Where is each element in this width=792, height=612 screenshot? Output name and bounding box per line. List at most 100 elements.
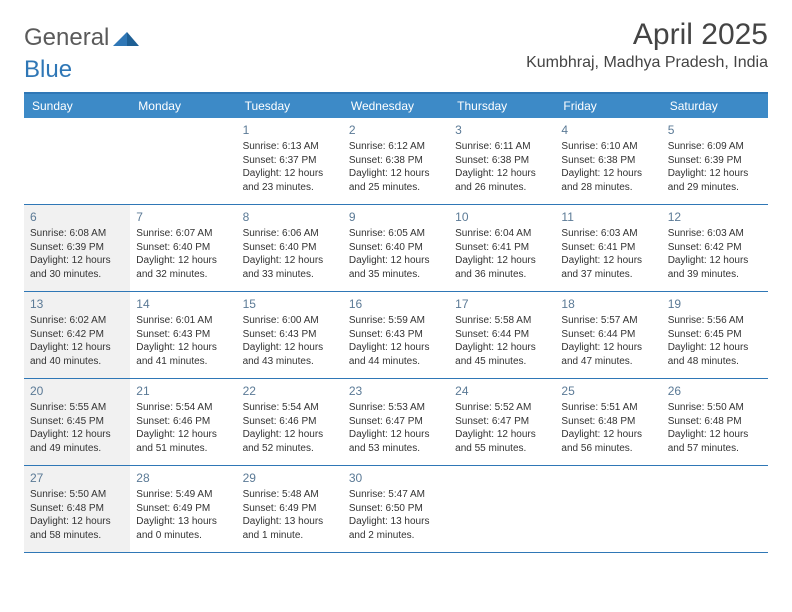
sunrise-text: Sunrise: 5:52 AM <box>455 401 549 415</box>
sunrise-text: Sunrise: 6:13 AM <box>243 140 337 154</box>
day-cell: 8Sunrise: 6:06 AMSunset: 6:40 PMDaylight… <box>237 205 343 291</box>
sunrise-text: Sunrise: 5:54 AM <box>243 401 337 415</box>
day-cell: 29Sunrise: 5:48 AMSunset: 6:49 PMDayligh… <box>237 466 343 552</box>
day-cell: 11Sunrise: 6:03 AMSunset: 6:41 PMDayligh… <box>555 205 661 291</box>
day-number: 16 <box>349 296 443 312</box>
daylight-text: and 58 minutes. <box>30 529 124 543</box>
sunrise-text: Sunrise: 5:54 AM <box>136 401 230 415</box>
daylight-text: and 0 minutes. <box>136 529 230 543</box>
sunset-text: Sunset: 6:48 PM <box>668 415 762 429</box>
day-number: 26 <box>668 383 762 399</box>
daylight-text: and 32 minutes. <box>136 268 230 282</box>
day-cell: 2Sunrise: 6:12 AMSunset: 6:38 PMDaylight… <box>343 118 449 204</box>
weekday-wednesday: Wednesday <box>343 94 449 118</box>
sunset-text: Sunset: 6:47 PM <box>349 415 443 429</box>
sunset-text: Sunset: 6:40 PM <box>349 241 443 255</box>
day-cell: 5Sunrise: 6:09 AMSunset: 6:39 PMDaylight… <box>662 118 768 204</box>
sunrise-text: Sunrise: 5:47 AM <box>349 488 443 502</box>
sunset-text: Sunset: 6:39 PM <box>30 241 124 255</box>
sunset-text: Sunset: 6:46 PM <box>243 415 337 429</box>
day-cell: 19Sunrise: 5:56 AMSunset: 6:45 PMDayligh… <box>662 292 768 378</box>
brand-logo: General <box>24 18 139 52</box>
day-number: 2 <box>349 122 443 138</box>
day-number: 10 <box>455 209 549 225</box>
day-cell: 27Sunrise: 5:50 AMSunset: 6:48 PMDayligh… <box>24 466 130 552</box>
day-cell: 3Sunrise: 6:11 AMSunset: 6:38 PMDaylight… <box>449 118 555 204</box>
sunset-text: Sunset: 6:44 PM <box>561 328 655 342</box>
daylight-text: Daylight: 12 hours <box>455 341 549 355</box>
sunset-text: Sunset: 6:40 PM <box>136 241 230 255</box>
sunrise-text: Sunrise: 6:06 AM <box>243 227 337 241</box>
sunset-text: Sunset: 6:42 PM <box>30 328 124 342</box>
sunrise-text: Sunrise: 6:12 AM <box>349 140 443 154</box>
weekday-sunday: Sunday <box>24 94 130 118</box>
daylight-text: Daylight: 12 hours <box>243 428 337 442</box>
sunrise-text: Sunrise: 5:50 AM <box>668 401 762 415</box>
day-cell <box>449 466 555 552</box>
sunrise-text: Sunrise: 6:05 AM <box>349 227 443 241</box>
sunrise-text: Sunrise: 5:50 AM <box>30 488 124 502</box>
daylight-text: and 51 minutes. <box>136 442 230 456</box>
sunset-text: Sunset: 6:48 PM <box>30 502 124 516</box>
day-cell: 26 Sunrise: 5:50 AMSunset: 6:48 PMDayligh… <box>662 379 768 465</box>
daylight-text: and 29 minutes. <box>668 181 762 195</box>
day-cell: 24Sunrise: 5:52 AMSunset: 6:47 PMDayligh… <box>449 379 555 465</box>
sunrise-text: Sunrise: 6:03 AM <box>561 227 655 241</box>
weekday-tuesday: Tuesday <box>237 94 343 118</box>
day-number: 9 <box>349 209 443 225</box>
weekday-thursday: Thursday <box>449 94 555 118</box>
daylight-text: Daylight: 13 hours <box>349 515 443 529</box>
daylight-text: and 48 minutes. <box>668 355 762 369</box>
sunrise-text: Sunrise: 5:49 AM <box>136 488 230 502</box>
day-cell <box>24 118 130 204</box>
sunset-text: Sunset: 6:45 PM <box>30 415 124 429</box>
daylight-text: Daylight: 12 hours <box>668 428 762 442</box>
day-number: 13 <box>30 296 124 312</box>
daylight-text: Daylight: 12 hours <box>243 167 337 181</box>
day-number: 23 <box>349 383 443 399</box>
sunrise-text: Sunrise: 5:56 AM <box>668 314 762 328</box>
day-number: 6 <box>30 209 124 225</box>
week-row: 20Sunrise: 5:55 AMSunset: 6:45 PMDayligh… <box>24 379 768 466</box>
daylight-text: and 44 minutes. <box>349 355 443 369</box>
daylight-text: Daylight: 12 hours <box>349 254 443 268</box>
daylight-text: and 49 minutes. <box>30 442 124 456</box>
day-number: 22 <box>243 383 337 399</box>
daylight-text: Daylight: 12 hours <box>561 254 655 268</box>
sunset-text: Sunset: 6:42 PM <box>668 241 762 255</box>
day-cell <box>130 118 236 204</box>
day-number: 25 <box>561 383 655 399</box>
daylight-text: Daylight: 12 hours <box>455 167 549 181</box>
daylight-text: and 43 minutes. <box>243 355 337 369</box>
day-number: 3 <box>455 122 549 138</box>
daylight-text: Daylight: 12 hours <box>455 254 549 268</box>
daylight-text: Daylight: 12 hours <box>136 428 230 442</box>
daylight-text: Daylight: 12 hours <box>30 428 124 442</box>
title-block: April 2025 Kumbhraj, Madhya Pradesh, Ind… <box>526 18 768 72</box>
daylight-text: Daylight: 13 hours <box>136 515 230 529</box>
sunrise-text: Sunrise: 6:01 AM <box>136 314 230 328</box>
day-cell <box>555 466 661 552</box>
sunset-text: Sunset: 6:40 PM <box>243 241 337 255</box>
daylight-text: Daylight: 12 hours <box>349 341 443 355</box>
daylight-text: Daylight: 12 hours <box>561 428 655 442</box>
day-number: 27 <box>30 470 124 486</box>
sunset-text: Sunset: 6:43 PM <box>136 328 230 342</box>
daylight-text: Daylight: 12 hours <box>349 167 443 181</box>
daylight-text: Daylight: 13 hours <box>243 515 337 529</box>
weeks-container: 1Sunrise: 6:13 AMSunset: 6:37 PMDaylight… <box>24 118 768 553</box>
sunset-text: Sunset: 6:46 PM <box>136 415 230 429</box>
week-row: 27 Sunrise: 5:50 AMSunset: 6:48 PM Dayligh… <box>24 466 768 553</box>
day-cell: 1Sunrise: 6:13 AMSunset: 6:37 PMDaylight… <box>237 118 343 204</box>
daylight-text: Daylight: 12 hours <box>136 341 230 355</box>
daylight-text: and 36 minutes. <box>455 268 549 282</box>
day-cell: 13Sunrise: 6:02 AMSunset: 6:42 PMDayligh… <box>24 292 130 378</box>
daylight-text: and 52 minutes. <box>243 442 337 456</box>
sunset-text: Sunset: 6:43 PM <box>243 328 337 342</box>
daylight-text: and 41 minutes. <box>136 355 230 369</box>
weekday-saturday: Saturday <box>662 94 768 118</box>
daylight-text: and 57 minutes. <box>668 442 762 456</box>
daylight-text: and 2 minutes. <box>349 529 443 543</box>
day-number: 20 <box>30 383 124 399</box>
sunrise-text: Sunrise: 6:00 AM <box>243 314 337 328</box>
